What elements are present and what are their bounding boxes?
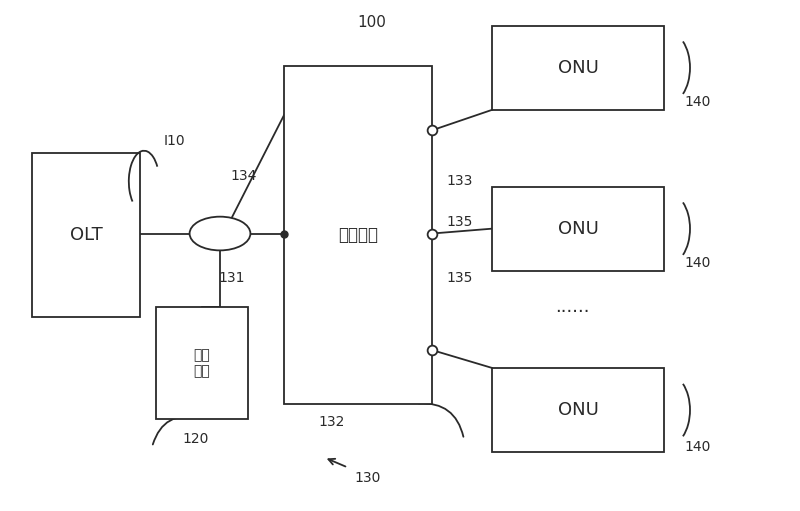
Text: ......: ...... <box>554 297 590 316</box>
Text: 分光模块: 分光模块 <box>338 226 378 244</box>
Text: 120: 120 <box>183 432 209 447</box>
Text: 140: 140 <box>684 95 710 109</box>
Text: I10: I10 <box>164 133 186 148</box>
Text: ONU: ONU <box>558 220 598 238</box>
Text: 测试
设备: 测试 设备 <box>194 347 210 378</box>
Bar <box>156 307 248 419</box>
Text: 140: 140 <box>684 256 710 270</box>
Bar <box>284 66 432 404</box>
Text: 131: 131 <box>218 271 246 286</box>
Text: OLT: OLT <box>70 226 102 244</box>
Text: 135: 135 <box>447 271 473 286</box>
Text: 134: 134 <box>231 169 257 183</box>
Bar <box>32 153 140 317</box>
Text: 132: 132 <box>319 414 345 429</box>
Bar <box>492 26 664 110</box>
Text: 135: 135 <box>447 215 473 229</box>
Ellipse shape <box>190 217 250 250</box>
Text: ONU: ONU <box>558 59 598 77</box>
Text: 133: 133 <box>447 174 473 189</box>
Bar <box>492 368 664 452</box>
Text: 140: 140 <box>684 440 710 454</box>
Text: 130: 130 <box>355 471 381 485</box>
Bar <box>492 187 664 271</box>
Text: 100: 100 <box>358 15 386 30</box>
Text: ONU: ONU <box>558 401 598 419</box>
